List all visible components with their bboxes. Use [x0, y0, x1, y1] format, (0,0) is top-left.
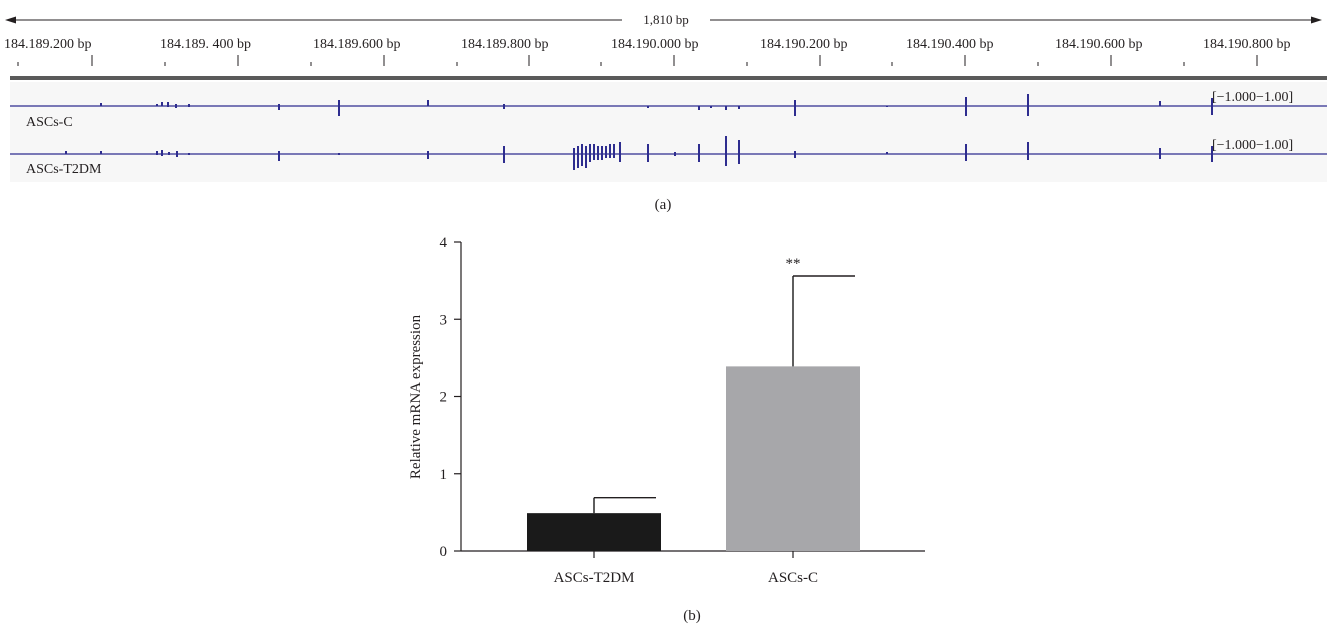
y-ticks: 0 1 2 3 4	[440, 235, 461, 560]
y-tick-label: 4	[440, 235, 448, 251]
span-arrow	[5, 16, 1322, 24]
ruler-labels: 184.189.200 bp 184.189. 400 bp 184.189.6…	[4, 37, 1291, 52]
track-marks	[100, 94, 1213, 116]
x-tick-label: ASCs-C	[768, 570, 818, 586]
bar-chart: 0 1 2 3 4 ** ASCs-T2DM ASCs-C Relative mRNA e…	[408, 235, 925, 624]
ruler-label: 184.190.000 bp	[611, 37, 699, 52]
y-tick-label: 1	[440, 467, 448, 483]
ruler-label: 184.190.800 bp	[1203, 37, 1291, 52]
ruler-ticks	[17, 55, 1258, 66]
panel-label: (b)	[683, 608, 701, 624]
ruler-label: 184.189. 400 bp	[160, 37, 251, 52]
significance-label: **	[786, 256, 801, 272]
ruler-label: 184.189.800 bp	[461, 37, 549, 52]
track-marks	[65, 136, 1213, 170]
y-tick-label: 0	[440, 544, 448, 560]
track-range: [−1.000−1.00]	[1212, 138, 1293, 153]
x-tick-label: ASCs-T2DM	[554, 570, 635, 586]
x-ticks: ASCs-T2DM ASCs-C	[554, 551, 818, 586]
span-label: 1,810 bp	[643, 12, 689, 27]
panel-a: 1,810 bp 184.189.200 bp 184.189. 400 bp …	[4, 12, 1327, 213]
track-range: [−1.000−1.00]	[1212, 90, 1293, 105]
track-separator	[10, 76, 1327, 80]
ruler-label: 184.190.600 bp	[1055, 37, 1143, 52]
ruler-label: 184.189.200 bp	[4, 37, 92, 52]
track-ascs-c: ASCs-C [−1.000−1.00]	[10, 90, 1327, 130]
panel-label: (a)	[655, 197, 672, 213]
track-ascs-t2dm: ASCs-T2DM [−1.000−1.00]	[10, 136, 1327, 177]
y-tick-label: 3	[440, 312, 448, 328]
bars: **	[527, 256, 860, 551]
track-name: ASCs-C	[26, 115, 73, 130]
y-tick-label: 2	[440, 390, 448, 406]
y-axis-label: Relative mRNA expression	[408, 314, 424, 479]
track-name: ASCs-T2DM	[26, 162, 102, 177]
bar	[527, 513, 661, 551]
ruler-label: 184.190.200 bp	[760, 37, 848, 52]
bar	[726, 366, 860, 551]
ruler-label: 184.189.600 bp	[313, 37, 401, 52]
track-background	[10, 82, 1327, 182]
ruler-label: 184.190.400 bp	[906, 37, 994, 52]
